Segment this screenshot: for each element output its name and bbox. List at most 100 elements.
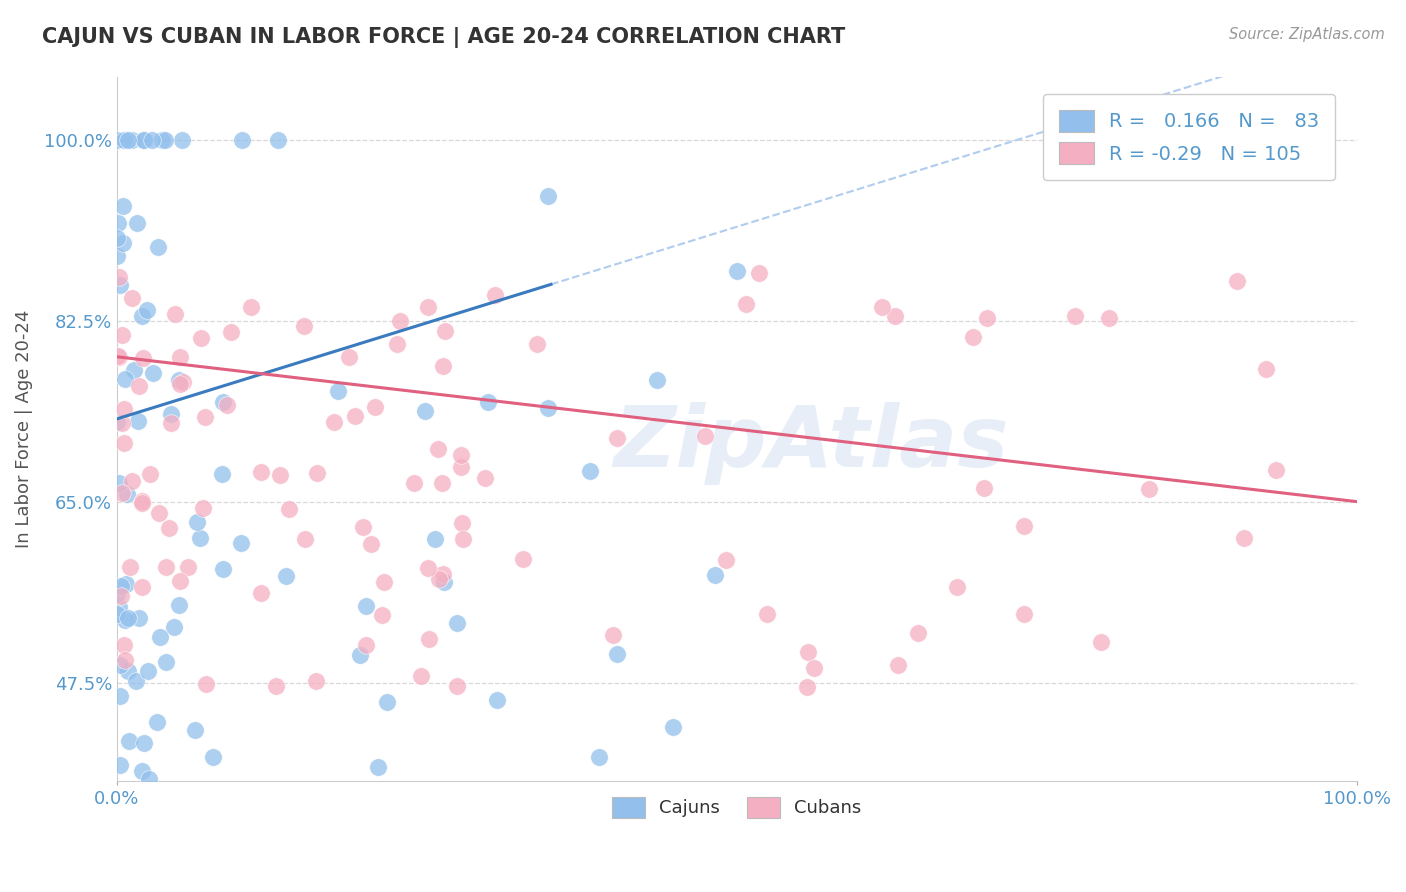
Point <box>322 415 344 429</box>
Point <box>276 569 298 583</box>
Point <box>973 482 995 496</box>
Point <box>385 336 408 351</box>
Point <box>344 409 367 424</box>
Point <box>413 404 436 418</box>
Point <box>211 467 233 482</box>
Point <box>105 587 128 601</box>
Point <box>169 598 191 612</box>
Point <box>111 416 134 430</box>
Point <box>108 350 131 364</box>
Point <box>108 600 131 615</box>
Point <box>446 679 468 693</box>
Point <box>131 495 153 509</box>
Point <box>112 235 135 250</box>
Text: CAJUN VS CUBAN IN LABOR FORCE | AGE 20-24 CORRELATION CHART: CAJUN VS CUBAN IN LABOR FORCE | AGE 20-2… <box>42 27 845 48</box>
Point <box>186 515 208 529</box>
Point <box>803 660 825 674</box>
Point <box>277 502 299 516</box>
Point <box>105 249 128 263</box>
Point <box>304 673 326 688</box>
Point <box>695 428 717 442</box>
Point <box>105 607 128 622</box>
Point <box>219 325 242 339</box>
Point <box>142 366 165 380</box>
Point <box>117 664 139 678</box>
Point <box>117 132 139 146</box>
Point <box>153 132 176 146</box>
Point <box>163 620 186 634</box>
Point <box>735 296 758 310</box>
Point <box>132 736 155 750</box>
Point <box>149 630 172 644</box>
Point <box>269 467 291 482</box>
Point <box>356 638 378 652</box>
Point <box>177 560 200 574</box>
Point <box>124 363 146 377</box>
Point <box>114 613 136 627</box>
Point <box>373 574 395 589</box>
Point <box>132 351 155 365</box>
Point <box>132 132 155 146</box>
Point <box>190 331 212 345</box>
Point <box>883 309 905 323</box>
Point <box>484 288 506 302</box>
Point <box>172 376 194 390</box>
Point <box>150 132 173 146</box>
Point <box>1137 482 1160 496</box>
Point <box>427 572 450 586</box>
Point <box>703 568 725 582</box>
Point <box>112 435 135 450</box>
Point <box>108 475 131 490</box>
Point <box>169 574 191 589</box>
Point <box>945 580 967 594</box>
Point <box>169 350 191 364</box>
Point <box>714 553 737 567</box>
Point <box>337 350 360 364</box>
Point <box>131 580 153 594</box>
Point <box>474 471 496 485</box>
Point <box>370 607 392 622</box>
Point <box>388 313 411 327</box>
Text: ZipAtlas: ZipAtlas <box>613 401 1010 484</box>
Point <box>486 692 509 706</box>
Point <box>886 658 908 673</box>
Point <box>292 318 315 333</box>
Point <box>446 616 468 631</box>
Point <box>352 520 374 534</box>
Point <box>169 376 191 391</box>
Point <box>148 506 170 520</box>
Point <box>725 264 748 278</box>
Point <box>375 694 398 708</box>
Y-axis label: In Labor Force | Age 20-24: In Labor Force | Age 20-24 <box>15 310 32 549</box>
Point <box>231 132 253 146</box>
Point <box>131 764 153 778</box>
Point <box>112 132 135 146</box>
Point <box>364 400 387 414</box>
Point <box>121 475 143 489</box>
Point <box>433 575 456 590</box>
Point <box>432 566 454 581</box>
Point <box>110 589 132 603</box>
Point <box>139 467 162 481</box>
Point <box>114 653 136 667</box>
Point <box>1226 274 1249 288</box>
Point <box>111 328 134 343</box>
Point <box>112 402 135 417</box>
Point <box>326 384 349 398</box>
Point <box>1090 635 1112 649</box>
Point <box>1063 310 1085 324</box>
Point <box>115 487 138 501</box>
Point <box>451 533 474 547</box>
Point <box>418 300 440 314</box>
Point <box>1254 362 1277 376</box>
Point <box>108 689 131 703</box>
Point <box>451 516 474 530</box>
Point <box>409 668 432 682</box>
Point <box>367 760 389 774</box>
Point <box>602 628 624 642</box>
Point <box>450 459 472 474</box>
Point <box>128 611 150 625</box>
Point <box>184 723 207 737</box>
Point <box>1232 531 1254 545</box>
Point <box>796 681 818 695</box>
